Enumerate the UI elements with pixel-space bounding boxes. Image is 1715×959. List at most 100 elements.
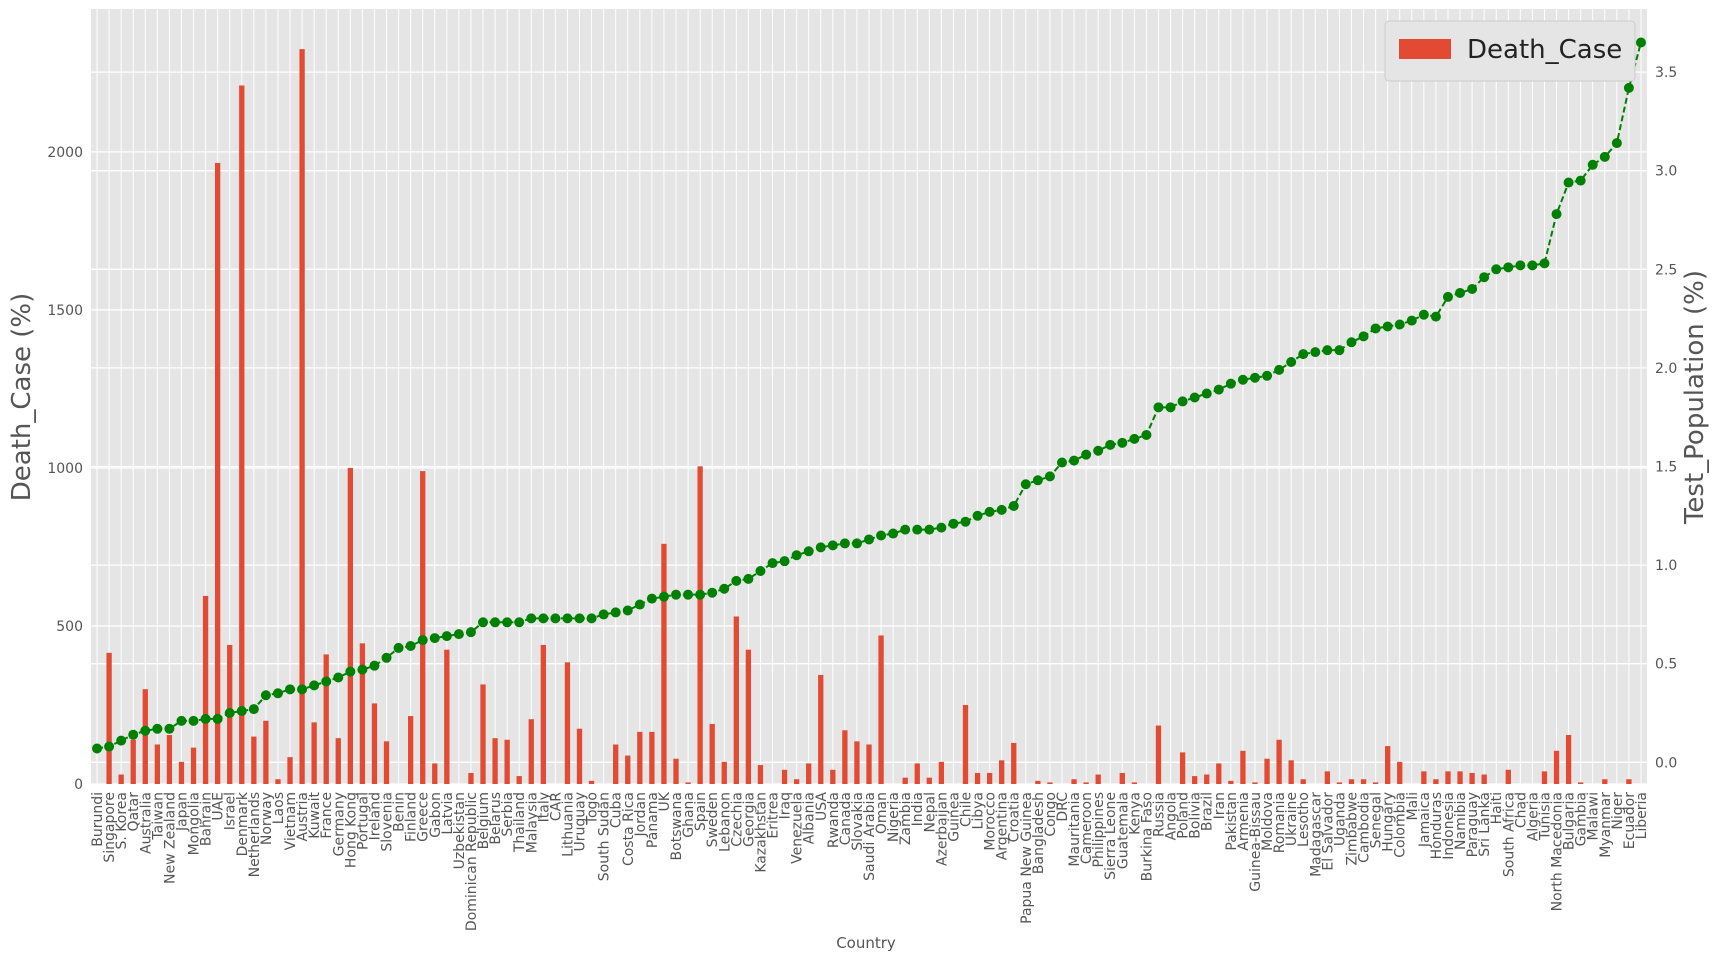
line-point — [960, 516, 971, 527]
x-tick-label: Moldova — [1260, 792, 1276, 851]
line-point — [200, 713, 211, 724]
x-tick-label: Lithuania — [560, 792, 576, 857]
x-tick-label: Australia — [138, 792, 154, 854]
bar — [793, 779, 800, 784]
bar — [733, 616, 739, 784]
x-tick-label: Thailand — [512, 792, 528, 853]
line-point — [1032, 475, 1043, 486]
line-point — [490, 617, 501, 628]
x-tick-label: Serbia — [500, 792, 516, 837]
line-point — [912, 524, 923, 535]
x-tick-label: Benin — [392, 792, 408, 832]
x-tick-label: Ireland — [367, 792, 383, 840]
x-tick-label: Netherlands — [247, 792, 263, 877]
line-point — [755, 566, 766, 577]
x-tick-label: Nepal — [922, 792, 938, 832]
line-point — [1491, 264, 1502, 275]
bar — [806, 763, 812, 784]
line-point — [1105, 439, 1116, 450]
x-axis-title: Country — [836, 934, 896, 952]
x-tick-label: Austria — [295, 792, 311, 841]
line-point — [1177, 396, 1188, 407]
x-tick-label: Venezuela — [790, 792, 806, 864]
bar — [1336, 782, 1343, 784]
line-point — [888, 528, 899, 539]
bar — [781, 769, 788, 784]
line-point — [1406, 315, 1417, 326]
line-point — [622, 605, 633, 616]
line-point — [333, 672, 344, 683]
line-point — [357, 664, 368, 675]
bar — [516, 776, 522, 784]
marks — [92, 37, 1646, 785]
x-tick-label: Guinea — [946, 792, 962, 842]
bar — [649, 731, 655, 784]
x-tick-label: Germany — [331, 792, 347, 856]
bar — [625, 755, 631, 784]
bar — [166, 735, 173, 784]
line-point — [1623, 82, 1634, 93]
line-point — [1334, 345, 1345, 356]
line-point — [441, 631, 452, 642]
bar — [263, 720, 269, 784]
y2-tick-label: 1.5 — [1655, 460, 1677, 476]
bar — [830, 769, 836, 784]
line-point — [658, 591, 669, 602]
bar — [1011, 742, 1017, 784]
bar — [468, 772, 474, 784]
line-point — [984, 506, 995, 517]
line-point — [839, 538, 850, 549]
line-point — [1635, 37, 1646, 48]
x-tick-label: Poland — [1176, 792, 1192, 839]
bar — [1083, 782, 1089, 784]
bar — [962, 704, 969, 784]
x-tick-label: Sweden — [705, 792, 721, 847]
x-tick-label: Liberia — [1634, 792, 1650, 839]
line-point — [285, 684, 296, 695]
bar — [106, 652, 112, 784]
bar — [1553, 750, 1560, 784]
x-tick-label: Gambia — [1574, 792, 1590, 846]
line-point — [514, 617, 525, 628]
legend-label: Death_Case — [1467, 35, 1622, 65]
bar — [251, 736, 257, 784]
bar — [902, 777, 908, 784]
line-point — [1611, 138, 1622, 149]
line-point — [779, 556, 790, 567]
bar — [1179, 752, 1186, 784]
bar — [999, 760, 1005, 784]
bar — [407, 716, 414, 784]
line-point — [1551, 209, 1562, 220]
x-tick-label: Guatemala — [1115, 792, 1131, 869]
x-tick-label: Slovenia — [380, 792, 396, 852]
bar — [1360, 779, 1367, 784]
x-tick-label: Oman — [874, 792, 890, 834]
line-point — [1237, 374, 1248, 385]
x-tick-label: Costa Rica — [621, 792, 637, 866]
x-tick-label: Uzbekistan — [452, 792, 468, 869]
bar — [492, 738, 498, 784]
x-tick-label: UK — [657, 791, 673, 811]
bar — [1240, 750, 1246, 784]
bar — [1155, 725, 1162, 784]
bar — [214, 162, 221, 785]
x-tick-label: DRC — [1055, 792, 1071, 822]
x-tick-label: Burundi — [90, 792, 106, 847]
bar — [335, 738, 341, 784]
x-tick-label: Israel — [223, 792, 239, 830]
x-tick-label: Russia — [1151, 792, 1167, 837]
y-tick-label: 1000 — [47, 461, 83, 477]
x-tick-label: Guinea-Bissau — [1248, 792, 1264, 892]
y-axis-title: Death_Case (%) — [7, 293, 37, 502]
line-point — [1455, 287, 1466, 298]
x-tick-label: Vietnam — [283, 792, 299, 850]
x-tick-label: Colombia — [1393, 792, 1409, 858]
line-point — [815, 542, 826, 553]
bar — [1095, 774, 1101, 784]
x-tick-label: Cuba — [609, 792, 625, 828]
x-tick-label: Algeria — [1525, 792, 1541, 841]
x-tick-label: Cambodia — [1357, 792, 1373, 863]
line-point — [876, 530, 887, 541]
line-point — [1225, 378, 1236, 389]
line-point — [827, 540, 838, 551]
